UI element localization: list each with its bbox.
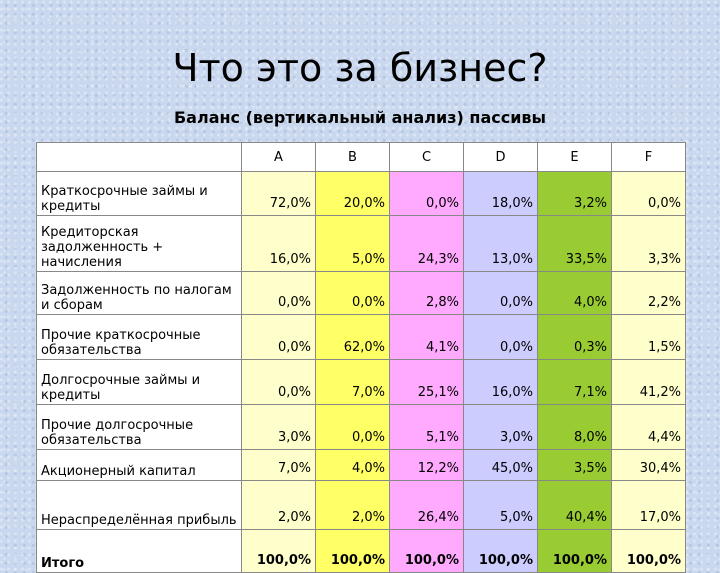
value-cell: 2,0% [241, 480, 316, 530]
value-cell: 100,0% [611, 529, 686, 573]
value-cell: 16,0% [463, 359, 538, 405]
value-cell: 0,3% [537, 314, 612, 360]
table-caption: Баланс (вертикальный анализ) пассивы [173, 108, 547, 127]
table-row: Кредиторская задолженность + начисления … [36, 215, 686, 272]
header-corner [36, 142, 242, 172]
table-row: Прочие краткосрочные обязательства 0,0% … [36, 314, 686, 360]
value-cell: 5,0% [315, 215, 390, 272]
value-cell: 0,0% [241, 359, 316, 405]
table-row: Задолженность по налогам и сборам 0,0% 0… [36, 271, 686, 315]
value-cell: 3,5% [537, 449, 612, 481]
row-label: Итого [36, 529, 242, 573]
value-cell: 100,0% [463, 529, 538, 573]
value-cell: 24,3% [389, 215, 464, 272]
column-header: B [315, 142, 390, 172]
column-header: F [611, 142, 686, 172]
value-cell: 100,0% [241, 529, 316, 573]
row-label: Прочие долгосрочные обязательства [36, 404, 242, 450]
row-label: Долгосрочные займы и кредиты [36, 359, 242, 405]
value-cell: 0,0% [463, 271, 538, 315]
table-row: Прочие долгосрочные обязательства 3,0% 0… [36, 404, 686, 450]
value-cell: 41,2% [611, 359, 686, 405]
value-cell: 0,0% [241, 271, 316, 315]
value-cell: 20,0% [315, 171, 390, 216]
table-row: Краткосрочные займы и кредиты 72,0% 20,0… [36, 171, 686, 216]
value-cell: 25,1% [389, 359, 464, 405]
value-cell: 2,0% [315, 480, 390, 530]
column-header: A [241, 142, 316, 172]
value-cell: 4,0% [537, 271, 612, 315]
value-cell: 72,0% [241, 171, 316, 216]
balance-table: A B C D E F Краткосрочные займы и кредит… [36, 142, 686, 573]
value-cell: 12,2% [389, 449, 464, 481]
column-header: E [537, 142, 612, 172]
value-cell: 0,0% [463, 314, 538, 360]
table-row: Акционерный капитал 7,0% 4,0% 12,2% 45,0… [36, 449, 686, 481]
slide-title: Что это за бизнес? [172, 46, 548, 90]
value-cell: 100,0% [537, 529, 612, 573]
value-cell: 40,4% [537, 480, 612, 530]
row-label: Нераспределённая прибыль [36, 480, 242, 530]
value-cell: 0,0% [611, 171, 686, 216]
value-cell: 3,2% [537, 171, 612, 216]
value-cell: 7,0% [241, 449, 316, 481]
row-label: Прочие краткосрочные обязательства [36, 314, 242, 360]
value-cell: 17,0% [611, 480, 686, 530]
value-cell: 0,0% [241, 314, 316, 360]
value-cell: 100,0% [389, 529, 464, 573]
value-cell: 4,4% [611, 404, 686, 450]
value-cell: 3,0% [241, 404, 316, 450]
row-label: Задолженность по налогам и сборам [36, 271, 242, 315]
value-cell: 13,0% [463, 215, 538, 272]
value-cell: 45,0% [463, 449, 538, 481]
row-label: Кредиторская задолженность + начисления [36, 215, 242, 272]
value-cell: 4,1% [389, 314, 464, 360]
value-cell: 0,0% [315, 404, 390, 450]
value-cell: 2,8% [389, 271, 464, 315]
value-cell: 0,0% [315, 271, 390, 315]
table-row: Долгосрочные займы и кредиты 0,0% 7,0% 2… [36, 359, 686, 405]
row-label: Краткосрочные займы и кредиты [36, 171, 242, 216]
value-cell: 2,2% [611, 271, 686, 315]
value-cell: 3,3% [611, 215, 686, 272]
value-cell: 7,0% [315, 359, 390, 405]
value-cell: 5,1% [389, 404, 464, 450]
row-label: Акционерный капитал [36, 449, 242, 481]
value-cell: 26,4% [389, 480, 464, 530]
column-header: D [463, 142, 538, 172]
value-cell: 18,0% [463, 171, 538, 216]
value-cell: 30,4% [611, 449, 686, 481]
value-cell: 8,0% [537, 404, 612, 450]
column-header: C [389, 142, 464, 172]
value-cell: 0,0% [389, 171, 464, 216]
total-row: Итого 100,0% 100,0% 100,0% 100,0% 100,0%… [36, 529, 686, 573]
value-cell: 4,0% [315, 449, 390, 481]
value-cell: 100,0% [315, 529, 390, 573]
value-cell: 62,0% [315, 314, 390, 360]
value-cell: 1,5% [611, 314, 686, 360]
table-row: Нераспределённая прибыль 2,0% 2,0% 26,4%… [36, 480, 686, 530]
value-cell: 5,0% [463, 480, 538, 530]
value-cell: 7,1% [537, 359, 612, 405]
header-row: A B C D E F [36, 142, 686, 172]
value-cell: 33,5% [537, 215, 612, 272]
value-cell: 16,0% [241, 215, 316, 272]
value-cell: 3,0% [463, 404, 538, 450]
